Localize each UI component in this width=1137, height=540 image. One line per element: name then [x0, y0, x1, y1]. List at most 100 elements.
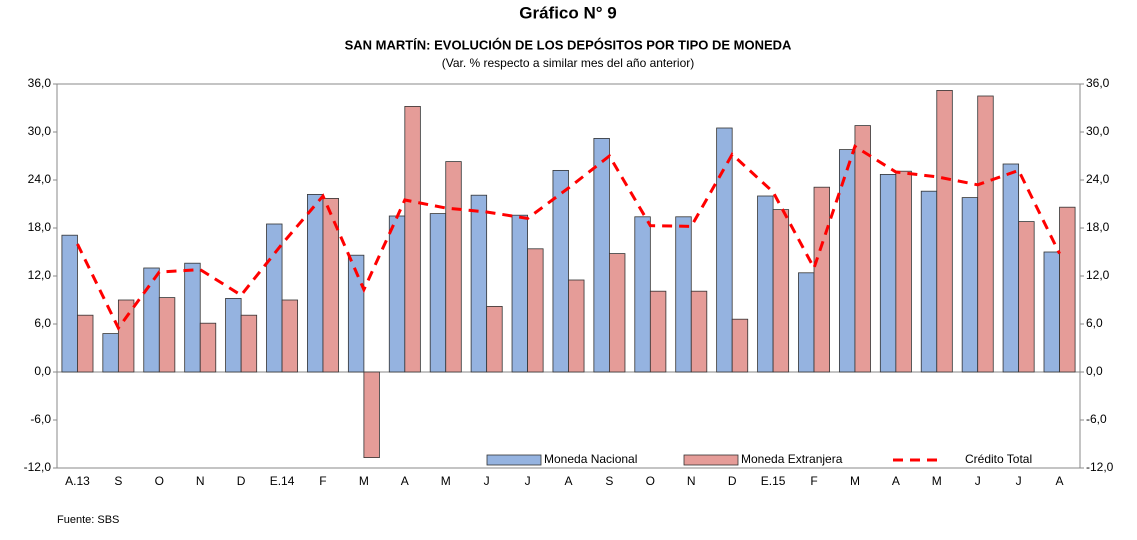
bar: [731, 318, 749, 373]
bar: [240, 314, 258, 373]
bar: [388, 215, 406, 373]
y-tick-label: 36,0: [28, 76, 52, 90]
x-tick-label: F: [319, 474, 326, 488]
y2-tick-label: 24,0: [1086, 172, 1110, 186]
bar: [184, 262, 201, 373]
y2-tick-label: -12,0: [1086, 460, 1114, 474]
y2-tick-label: 12,0: [1086, 268, 1110, 282]
bar: [1059, 206, 1076, 373]
chart-title: Gráfico N° 9: [519, 3, 617, 22]
x-tick-label: A.13: [65, 474, 90, 488]
x-tick-label: N: [687, 474, 696, 488]
bar: [879, 173, 897, 373]
legend-label: Moneda Extranjera: [741, 452, 843, 466]
x-tick-label: M: [441, 474, 451, 488]
bar: [225, 297, 242, 373]
bar: [813, 186, 830, 373]
x-tick-label: E.14: [270, 474, 295, 488]
bar: [363, 371, 380, 458]
bar: [895, 170, 912, 373]
bar: [609, 253, 626, 373]
line: [76, 144, 1061, 331]
y2-tick-label: 0,0: [1086, 364, 1103, 378]
x-tick-label: O: [155, 474, 164, 488]
bar: [61, 234, 78, 373]
y2-tick-label: 36,0: [1086, 76, 1110, 90]
bar: [961, 197, 979, 373]
x-tick-label: A: [401, 474, 409, 488]
chart-subtitle: SAN MARTÍN: EVOLUCIÓN DE LOS DEPÓSITOS P…: [345, 37, 792, 52]
bar: [568, 279, 585, 373]
x-tick-label: A: [892, 474, 900, 488]
y-tick-label: -12,0: [24, 460, 52, 474]
bar: [772, 209, 790, 373]
x-tick-label: M: [932, 474, 942, 488]
x-tick-label: J: [975, 474, 981, 488]
bar: [470, 194, 488, 373]
bar: [429, 213, 447, 373]
bar: [716, 127, 733, 373]
x-tick-label: D: [728, 474, 737, 488]
legend-label: Crédito Total: [965, 452, 1032, 466]
bar: [158, 297, 176, 373]
bar: [77, 314, 94, 373]
y2-tick-label: 18,0: [1086, 220, 1110, 234]
x-tick-label: A: [564, 474, 572, 488]
y-tick-label: 24,0: [28, 172, 52, 186]
x-tick-label: F: [810, 474, 817, 488]
bar: [798, 272, 815, 373]
bar: [854, 125, 871, 373]
bar: [593, 137, 610, 373]
x-tick-label: S: [114, 474, 122, 488]
bar: [445, 161, 462, 373]
bar: [649, 290, 667, 373]
y-tick-label: 0,0: [34, 364, 51, 378]
bar: [936, 90, 953, 373]
x-tick-label: A: [1056, 474, 1064, 488]
bar: [322, 197, 339, 373]
y-tick-label: 6,0: [34, 316, 51, 330]
bar: [757, 195, 774, 373]
bar: [266, 223, 283, 373]
bar: [634, 216, 651, 373]
y-tick-label: 30,0: [28, 124, 52, 138]
x-tick-label: N: [196, 474, 205, 488]
bar: [404, 106, 421, 373]
x-tick-label: M: [850, 474, 860, 488]
bar: [1043, 251, 1060, 373]
bar: [117, 299, 135, 373]
y-tick-label: 12,0: [28, 268, 52, 282]
x-tick-label: D: [237, 474, 246, 488]
chart-note: (Var. % respecto a similar mes del año a…: [442, 56, 695, 70]
bar: [675, 216, 692, 373]
bar: [977, 95, 994, 373]
x-tick-label: M: [359, 474, 369, 488]
bar: [143, 267, 160, 373]
bar: [920, 190, 938, 373]
bar: [690, 290, 708, 373]
y2-tick-label: 6,0: [1086, 316, 1103, 330]
legend-label: Moneda Nacional: [544, 452, 637, 466]
y2-tick-label: 30,0: [1086, 124, 1110, 138]
bar: [486, 305, 503, 373]
bar: [1018, 221, 1035, 373]
x-tick-label: S: [605, 474, 613, 488]
bar: [307, 193, 324, 373]
bar: [199, 322, 217, 373]
bar: [552, 169, 569, 373]
legend-swatch: [683, 454, 739, 466]
x-tick-label: J: [525, 474, 531, 488]
bar: [527, 248, 544, 373]
x-tick-label: O: [646, 474, 655, 488]
source: Fuente: SBS: [57, 514, 119, 526]
bar: [1002, 163, 1020, 373]
x-tick-label: E.15: [761, 474, 786, 488]
y-tick-label: 18,0: [28, 220, 52, 234]
y-tick-label: -6,0: [30, 412, 51, 426]
x-tick-label: J: [484, 474, 490, 488]
bar: [102, 333, 119, 373]
bar: [511, 214, 528, 373]
bar: [281, 299, 299, 373]
y2-tick-label: -6,0: [1086, 412, 1107, 426]
